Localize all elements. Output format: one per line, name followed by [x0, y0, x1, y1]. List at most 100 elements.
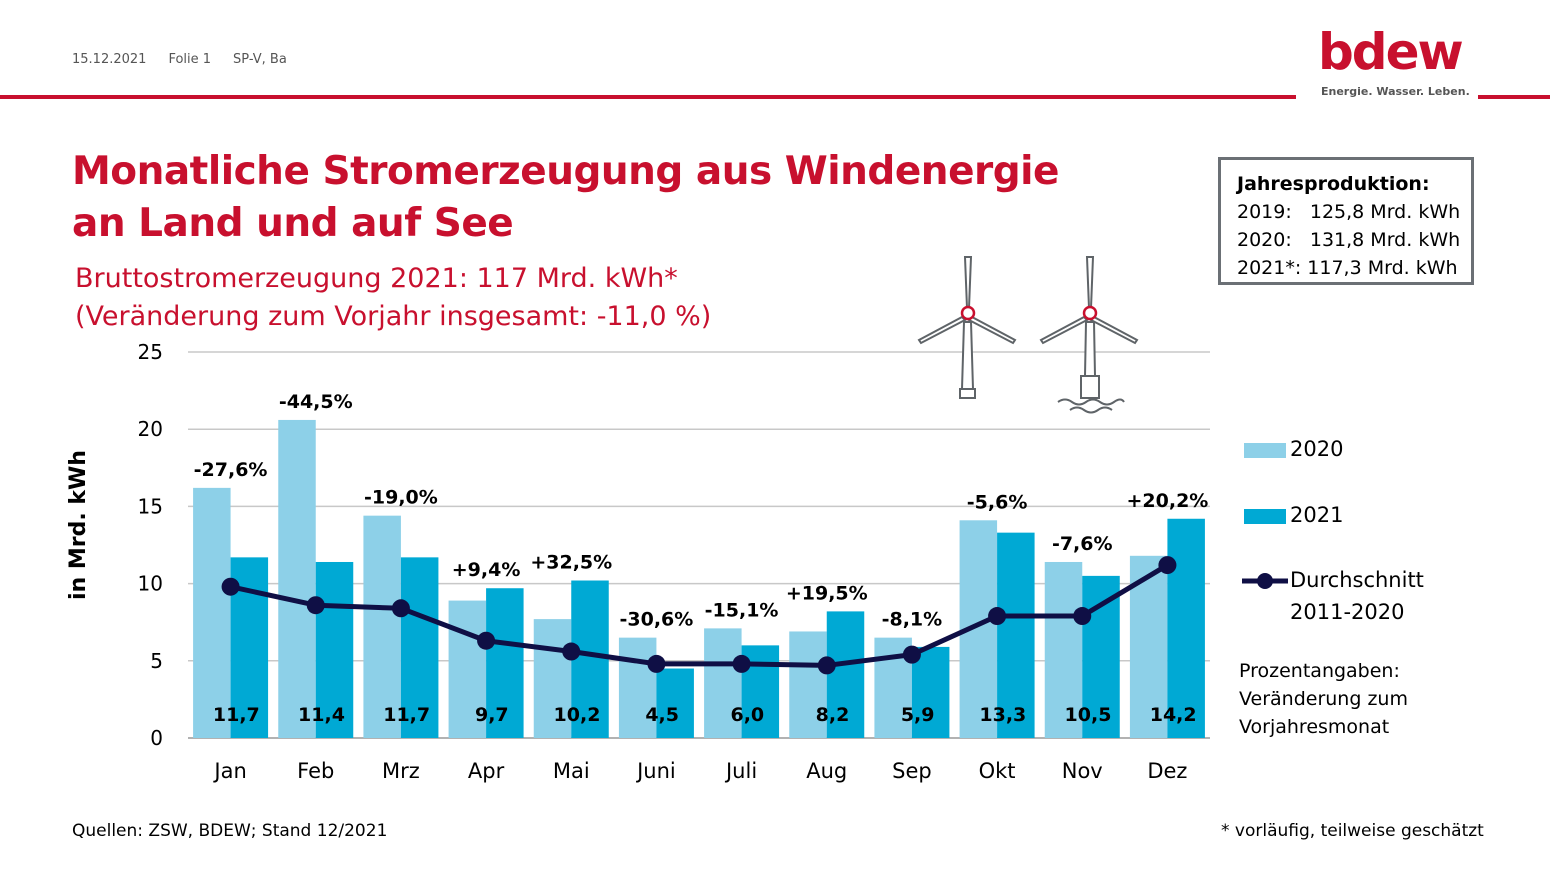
bar-2020 — [618, 637, 657, 738]
legend-label-2020: 2020 — [1290, 437, 1344, 461]
sources: Quellen: ZSW, BDEW; Stand 12/2021 — [72, 821, 388, 841]
bar-2020 — [193, 487, 231, 738]
bdew-logo: bdew — [1318, 23, 1464, 81]
change-label: -7,6% — [1052, 533, 1113, 555]
average-point — [391, 599, 410, 618]
y-tick-label: 15 — [138, 494, 163, 518]
y-tick-label: 0 — [150, 726, 163, 750]
legend-swatch-average — [1242, 573, 1288, 589]
legend-label-2021: 2021 — [1290, 503, 1344, 527]
bar-2020 — [704, 628, 742, 738]
average-line — [230, 562, 1169, 668]
subtitle: Bruttostromerzeugung 2021: 117 Mrd. kWh*… — [75, 260, 711, 336]
change-label: -44,5% — [279, 391, 353, 413]
change-label: +9,4% — [452, 559, 521, 581]
bar-2020 — [448, 600, 487, 738]
slide-number: Folie 1 — [168, 52, 212, 67]
bar-value-label: 13,3 — [979, 704, 1026, 726]
x-tick-label: Juni — [635, 759, 676, 783]
average-point — [988, 607, 1007, 626]
average-point — [221, 577, 240, 596]
bar-value-label: 8,2 — [816, 704, 850, 726]
change-label: +19,5% — [786, 582, 868, 604]
page-title: Monatliche Stromerzeugung aus Windenergi… — [72, 146, 1060, 250]
change-label: -27,6% — [194, 459, 268, 481]
average-point — [732, 654, 751, 673]
bar-2021 — [826, 611, 865, 738]
bar-2021 — [1167, 518, 1205, 738]
bar-2020 — [789, 631, 827, 738]
y-tick-label: 10 — [138, 572, 163, 596]
change-label: -5,6% — [967, 491, 1028, 513]
average-point — [562, 642, 581, 661]
slide-meta: 15.12.2021 Folie 1 SP-V, Ba — [72, 52, 309, 67]
change-label: -15,1% — [705, 599, 779, 621]
x-tick-label: Sep — [892, 759, 932, 783]
slide-author: SP-V, Ba — [233, 52, 287, 67]
x-tick-label: Mrz — [382, 759, 420, 783]
note-line-2: Veränderung zum — [1239, 688, 1408, 710]
legend-label-average-period: 2011-2020 — [1290, 600, 1405, 624]
change-label: +20,2% — [1126, 490, 1208, 512]
bar-2021 — [315, 561, 354, 738]
x-tick-label: Aug — [806, 759, 847, 783]
y-tick-label: 5 — [150, 649, 163, 673]
average-point — [902, 645, 921, 664]
logo-tagline: Energie. Wasser. Leben. — [1321, 85, 1470, 98]
x-tick-label: Mai — [553, 759, 590, 783]
bar-2020 — [533, 619, 572, 738]
slide-date: 15.12.2021 — [72, 52, 147, 67]
infobox-row-2020: 2020: 131,8 Mrd. kWh — [1237, 229, 1461, 251]
subtitle-line-1: Bruttostromerzeugung 2021: 117 Mrd. kWh* — [75, 263, 678, 294]
bar-value-label: 11,7 — [383, 704, 430, 726]
y-tick-label: 20 — [138, 417, 163, 441]
legend-label-average: Durchschnitt — [1290, 568, 1424, 592]
title-line-1: Monatliche Stromerzeugung aus Windenergi… — [72, 149, 1060, 194]
bar-2020 — [278, 419, 316, 738]
bar-2021 — [911, 646, 950, 738]
bar-value-label: 11,4 — [298, 704, 345, 726]
bar-2021 — [486, 588, 524, 738]
header-rule-right — [1478, 95, 1550, 99]
title-line-2: an Land und auf See — [72, 201, 514, 246]
annual-production-box: Jahresproduktion: 2019: 125,8 Mrd. kWh 2… — [1218, 157, 1474, 285]
infobox-heading: Jahresproduktion: — [1237, 173, 1430, 195]
infobox-row-2019: 2019: 125,8 Mrd. kWh — [1237, 201, 1461, 223]
change-label: +32,5% — [530, 552, 612, 574]
bar-2020 — [1044, 561, 1083, 738]
legend-swatch-2020 — [1244, 443, 1286, 458]
average-point — [817, 656, 836, 675]
bar-2021 — [571, 580, 609, 738]
x-tick-label: Nov — [1062, 759, 1103, 783]
x-tick-label: Dez — [1147, 759, 1187, 783]
bar-value-label: 10,2 — [554, 704, 601, 726]
average-point — [306, 596, 325, 615]
note-line-1: Prozentangaben: — [1239, 660, 1400, 682]
bar-value-label: 6,0 — [730, 704, 764, 726]
change-label: -8,1% — [882, 609, 943, 631]
bar-value-label: 5,9 — [901, 704, 935, 726]
bar-2021 — [656, 668, 694, 738]
bar-value-label: 11,7 — [213, 704, 260, 726]
average-point — [477, 631, 496, 650]
header-rule-left — [0, 95, 1296, 99]
x-tick-label: Jan — [212, 759, 246, 783]
y-tick-label: 25 — [138, 340, 163, 364]
x-tick-label: Feb — [297, 759, 334, 783]
footnote: * vorläufig, teilweise geschätzt — [1221, 821, 1484, 841]
bar-value-label: 9,7 — [475, 704, 509, 726]
infobox-row-2021: 2021*: 117,3 Mrd. kWh — [1237, 257, 1458, 279]
bar-value-label: 14,2 — [1150, 704, 1197, 726]
bar-2020 — [363, 515, 401, 738]
change-label: -30,6% — [620, 609, 694, 631]
change-label: -19,0% — [364, 487, 438, 509]
x-tick-label: Apr — [468, 759, 505, 783]
bar-2021 — [997, 532, 1035, 738]
wind-turbine-offshore-icon — [1039, 256, 1139, 414]
bar-value-label: 10,5 — [1065, 704, 1112, 726]
average-point — [1158, 556, 1177, 575]
legend-swatch-2021 — [1244, 509, 1286, 524]
x-tick-label: Okt — [979, 759, 1016, 783]
x-tick-label: Juli — [724, 759, 757, 783]
subtitle-line-2: (Veränderung zum Vorjahr insgesamt: -11,… — [75, 301, 712, 332]
